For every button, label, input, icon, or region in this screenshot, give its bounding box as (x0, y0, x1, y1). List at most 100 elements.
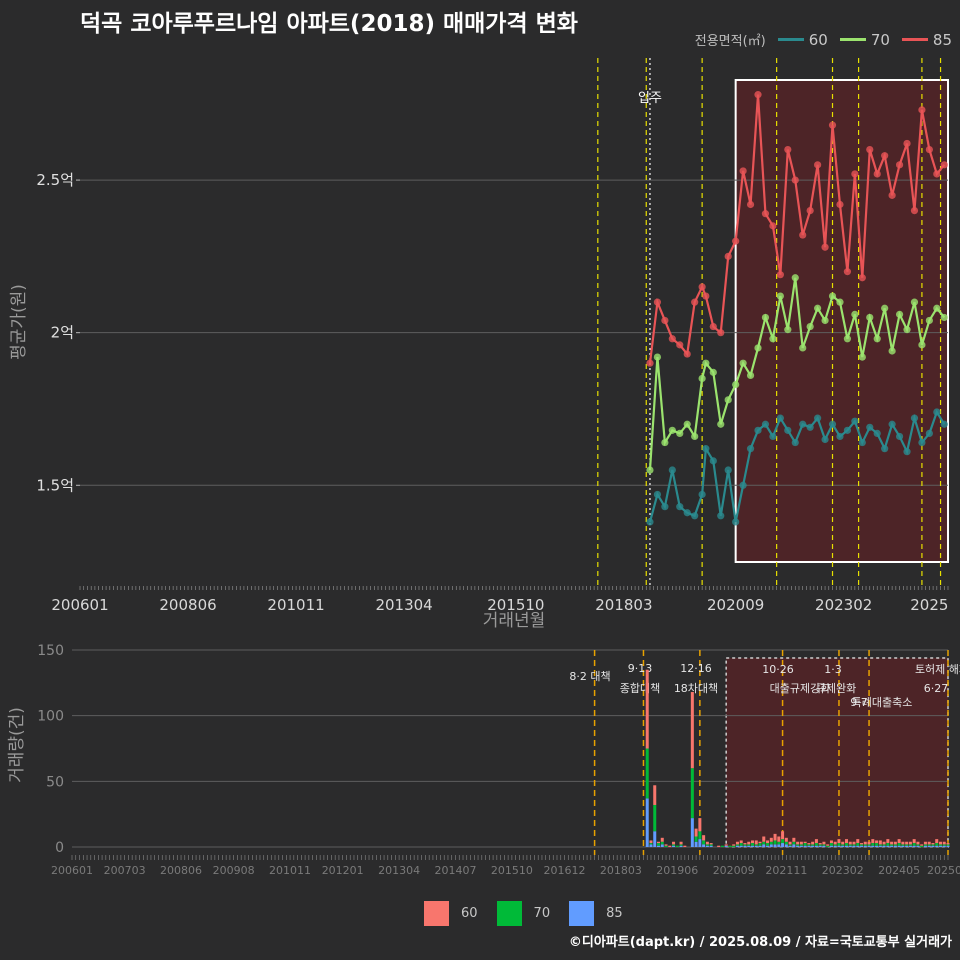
volume-bar-70 (826, 845, 830, 847)
data-point-85 (918, 106, 926, 114)
volume-bar-70 (653, 804, 657, 832)
volume-bar-60 (732, 844, 736, 846)
data-point-70 (814, 304, 822, 312)
data-point-85 (746, 200, 755, 209)
data-point-70 (918, 341, 926, 349)
data-point-70 (746, 371, 755, 380)
volume-bar-70 (758, 843, 762, 846)
volume-x-tick-label: 201510 (491, 864, 533, 877)
volume-bar-85 (694, 841, 698, 847)
volume-bar-60 (860, 843, 864, 845)
event-label: 종합대책 (620, 682, 660, 695)
data-point-70 (754, 344, 762, 352)
volume-bar-60 (882, 841, 886, 845)
data-point-85 (698, 283, 706, 291)
event-label: 규제완화 (816, 682, 856, 695)
data-point-70 (806, 322, 814, 331)
volume-bar-70 (803, 843, 807, 846)
data-point-85 (791, 176, 799, 184)
volume-bar-70 (893, 844, 897, 846)
data-point-70 (709, 368, 717, 376)
volume-y-tick-label: 150 (37, 643, 64, 659)
volume-bar-85 (927, 845, 931, 847)
volume-bar-85 (807, 845, 811, 847)
move-in-label: 입주 (638, 91, 662, 106)
volume-bar-70 (777, 841, 781, 845)
volume-bar-85 (754, 845, 758, 847)
x-tick-label: 2025 (910, 596, 948, 614)
event-label: 토허제 해제 (915, 662, 960, 676)
volume-bar-60 (822, 841, 826, 845)
volume-bar-70 (860, 844, 864, 846)
data-point-70 (698, 374, 706, 383)
volume-bar-60 (841, 841, 845, 845)
data-point-85 (940, 161, 948, 169)
volume-bar-70 (807, 844, 811, 846)
volume-bar-60 (717, 845, 721, 847)
data-point-85 (888, 191, 896, 199)
volume-bar-85 (908, 845, 912, 847)
legend-box-70 (496, 901, 522, 926)
volume-bar-85 (784, 844, 788, 847)
data-point-60 (888, 420, 896, 428)
volume-bar-85 (799, 845, 803, 847)
data-point-85 (933, 170, 941, 178)
volume-bar-85 (882, 845, 886, 847)
volume-bar-60 (890, 841, 894, 845)
data-point-70 (888, 347, 896, 355)
volume-bar-60 (762, 836, 766, 842)
data-point-85 (646, 359, 654, 367)
data-point-70 (683, 420, 691, 428)
volume-bar-70 (837, 843, 841, 846)
volume-bar-60 (938, 841, 942, 845)
data-point-60 (784, 426, 792, 434)
volume-bar-85 (762, 844, 766, 847)
volume-x-tick-label: 200908 (213, 864, 255, 877)
volume-bar-70 (878, 844, 882, 846)
volume-bar-60 (781, 831, 785, 840)
data-point-70 (799, 344, 807, 352)
volume-bar-60 (690, 692, 694, 769)
data-point-60 (918, 438, 926, 447)
volume-bar-60 (645, 669, 649, 749)
volume-bar-85 (690, 818, 694, 847)
volume-bar-70 (660, 841, 664, 845)
volume-bar-60 (773, 833, 777, 841)
volume-bar-70 (750, 843, 755, 846)
volume-bar-85 (905, 845, 909, 847)
data-point-60 (903, 448, 911, 456)
volume-bar-60 (758, 841, 762, 844)
volume-bar-70 (781, 839, 785, 844)
volume-bar-85 (698, 839, 702, 847)
volume-bar-85 (841, 845, 845, 847)
y-tick-label: 2.5억 (36, 171, 74, 189)
volume-bar-85 (777, 844, 781, 847)
volume-x-tick-label: 202111 (765, 864, 807, 877)
volume-bar-85 (837, 845, 841, 847)
data-point-85 (668, 335, 676, 343)
data-point-85 (683, 350, 691, 358)
x-tick-label: 201011 (267, 596, 324, 614)
volume-bar-70 (841, 844, 845, 846)
event-label: 12·16 (680, 662, 712, 675)
volume-bar-85 (938, 845, 942, 847)
volume-bar-60 (886, 839, 890, 844)
volume-x-tick-label: 201304 (378, 864, 420, 877)
volume-bar-85 (875, 845, 879, 847)
volume-bar-85 (702, 844, 706, 847)
event-label: 8·2 대책 (569, 670, 610, 683)
volume-x-tick-label: 202506 (927, 864, 960, 877)
data-point-70 (646, 466, 654, 474)
volume-bar-85 (931, 845, 935, 847)
volume-bar-85 (871, 845, 875, 847)
data-point-60 (814, 414, 822, 422)
volume-bar-70 (927, 844, 931, 846)
volume-bar-60 (724, 844, 728, 846)
data-point-85 (717, 329, 725, 337)
volume-bar-85 (705, 845, 709, 847)
event-label: 6·27 (924, 682, 949, 695)
volume-bar-60 (743, 843, 747, 845)
volume-legend: 60 70 85 (424, 901, 642, 926)
volume-bar-70 (871, 843, 875, 846)
